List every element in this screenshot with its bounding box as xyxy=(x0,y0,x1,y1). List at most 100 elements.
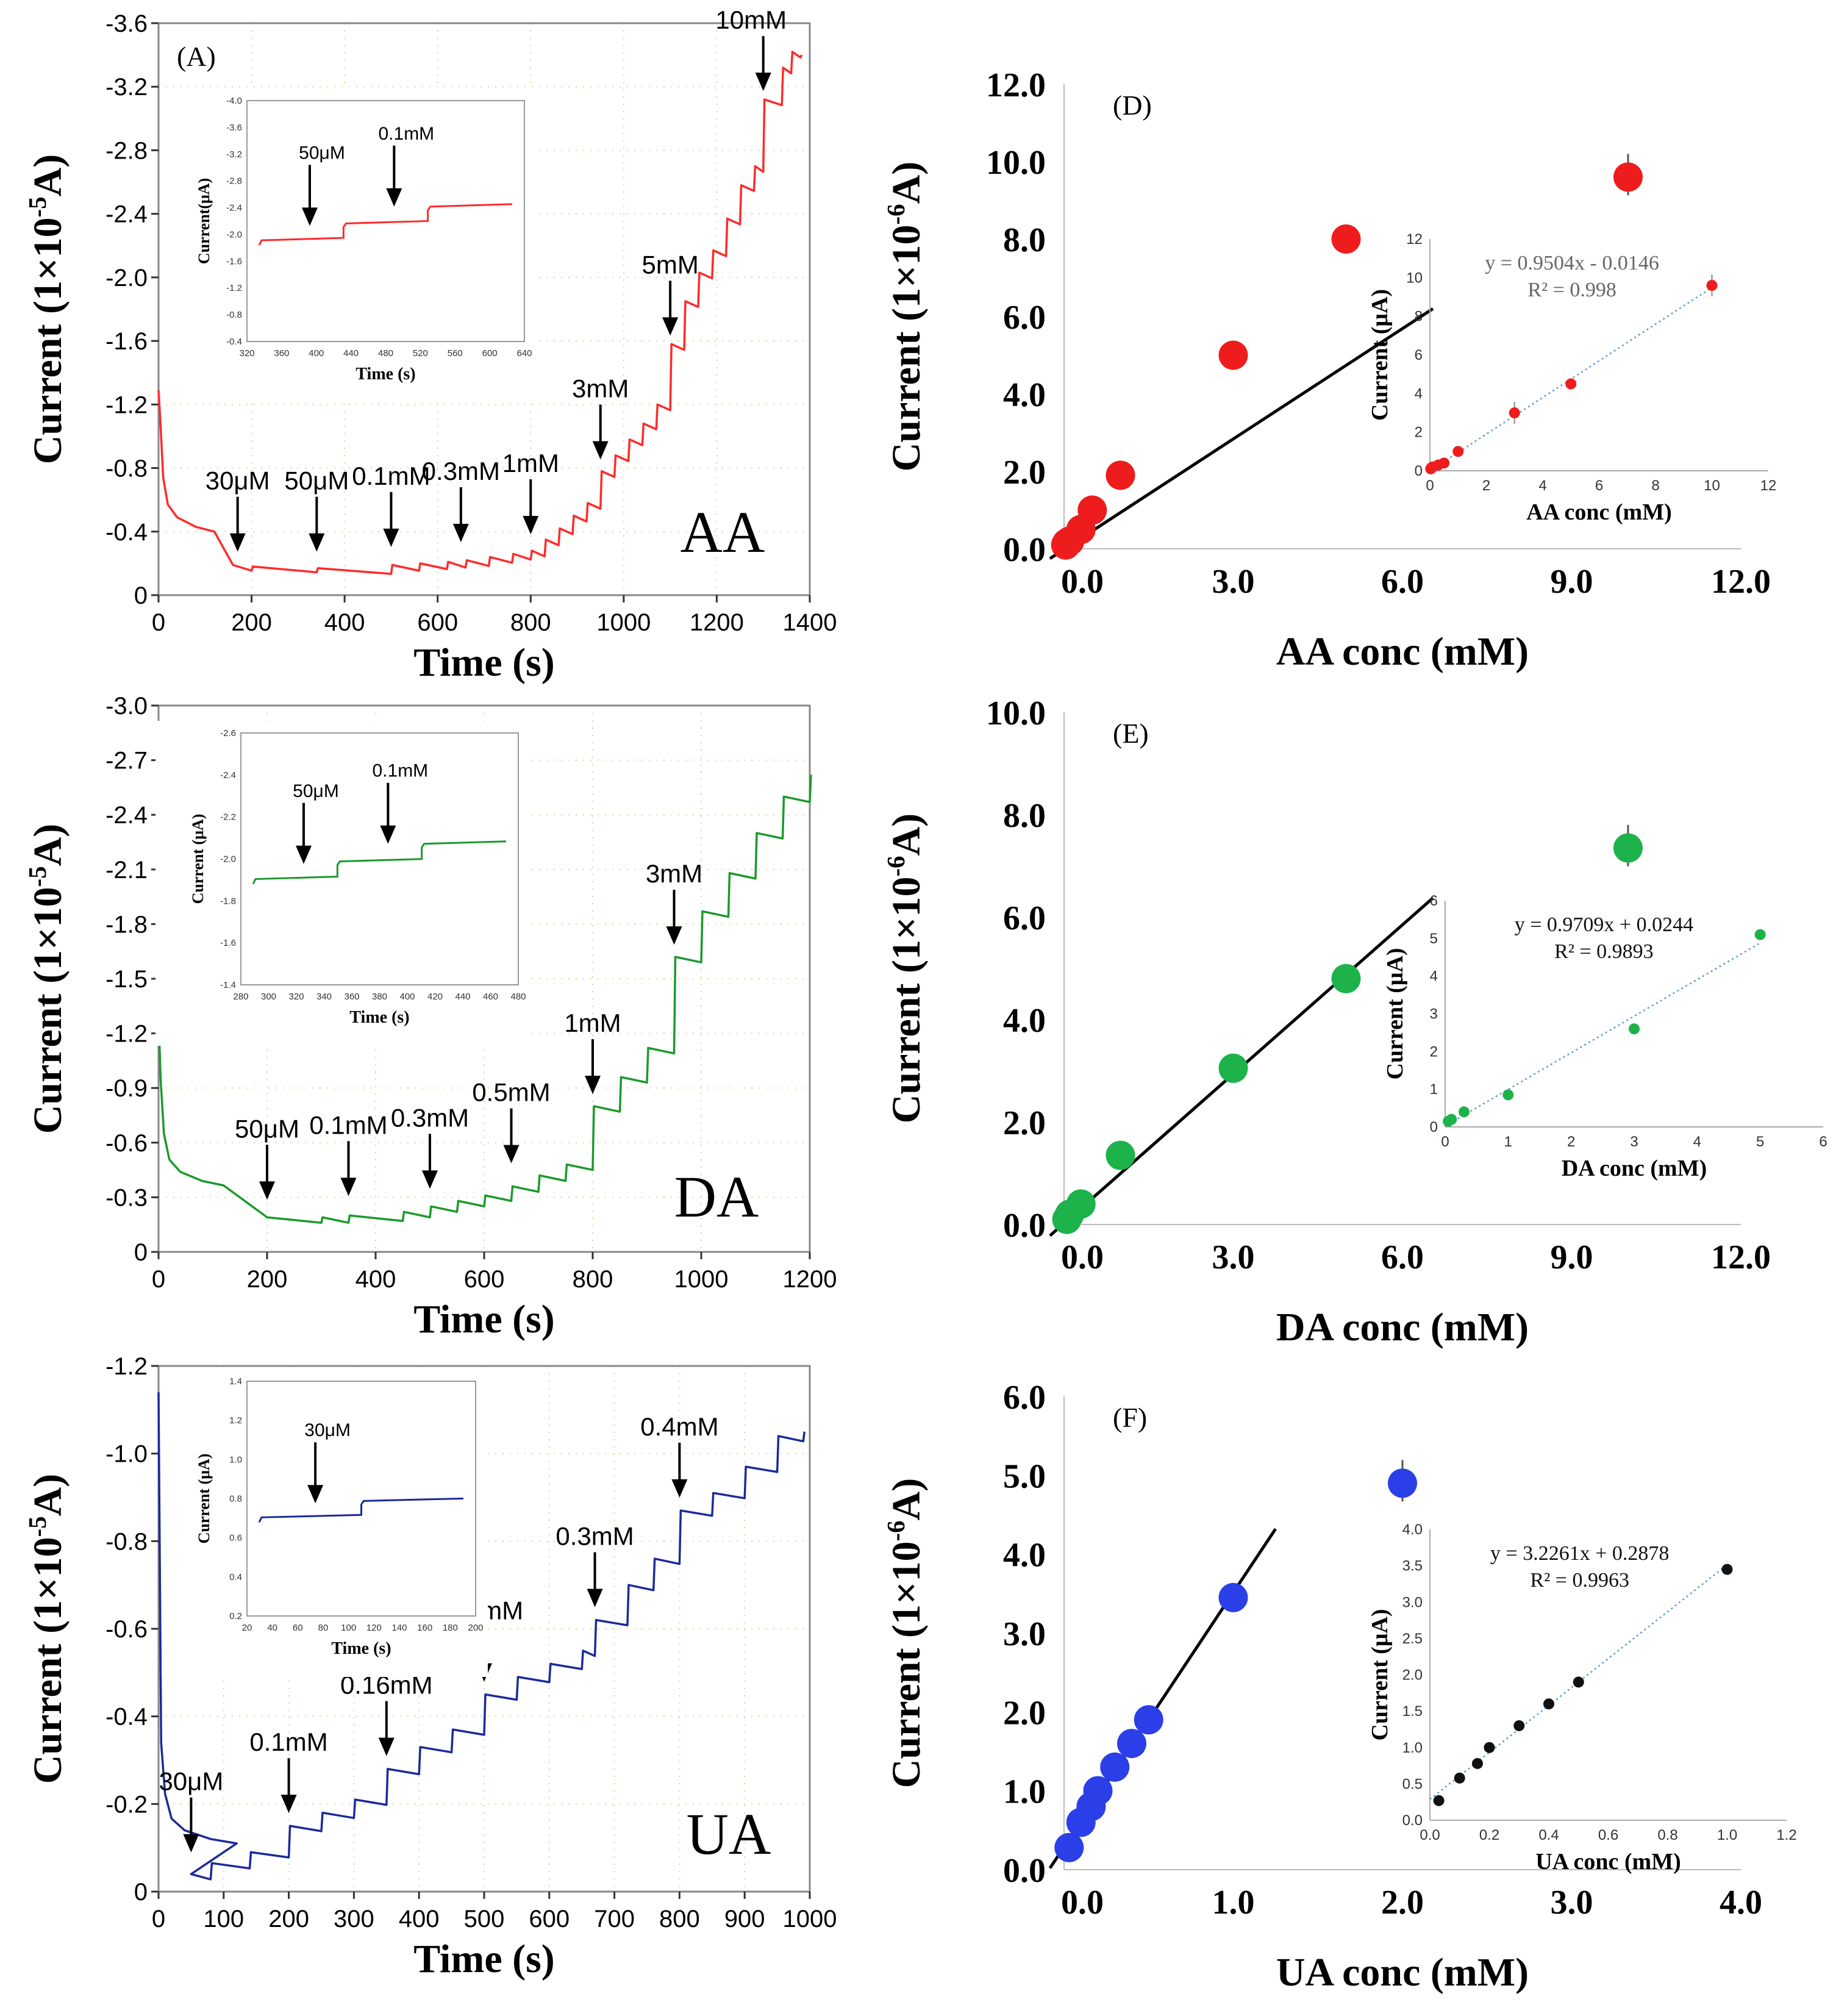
arrow-head xyxy=(662,317,679,336)
inset-data-point xyxy=(1484,1742,1495,1753)
inset-y-tick: -3.6 xyxy=(226,123,242,133)
inset-x-tick: 300 xyxy=(261,992,276,1002)
arrow-head xyxy=(503,1145,520,1163)
addition-arrow xyxy=(259,1145,275,1200)
inset-y-tick: 4.0 xyxy=(1402,1521,1423,1538)
inset-x-tick: 40 xyxy=(267,1623,277,1633)
regression-equation: y = 3.2261x + 0.2878 xyxy=(1490,1542,1669,1565)
addition-arrow xyxy=(340,1141,357,1196)
data-point xyxy=(1054,1832,1084,1862)
addition-label: 3mM xyxy=(646,859,702,888)
y-axis-title: Current (1×10-5A) xyxy=(24,824,70,1134)
inset-x-tick: 360 xyxy=(344,992,359,1002)
panel-label: (F) xyxy=(1113,1402,1147,1433)
x-tick-label: 1200 xyxy=(783,1266,837,1293)
inset-y-tick: 0.2 xyxy=(229,1611,242,1621)
inset-x-tick: 20 xyxy=(242,1623,252,1633)
inset-data-point xyxy=(1721,1564,1733,1575)
inset-y-tick: 0.4 xyxy=(229,1572,242,1582)
ytitle-part: Current (1×10 xyxy=(26,1537,70,1784)
x-tick-label: 12.0 xyxy=(1711,563,1771,601)
inset-y-tick: -1.4 xyxy=(220,980,236,990)
y-tick-label: -2.8 xyxy=(105,137,148,164)
inset-x-tick: 440 xyxy=(343,348,359,359)
inset-plot: 0.0 0.2 0.4 0.6 0.8 1.0 1.2 0.0 0.5 1.0 1.5 2.0 2.5 3… xyxy=(1367,1521,1797,1875)
x-axis-title: UA conc (mM) xyxy=(1276,1950,1529,1995)
inset-x-tick: 140 xyxy=(391,1623,407,1633)
y-tick-label: 0.0 xyxy=(1003,1852,1046,1890)
y-tick-label: -0.8 xyxy=(105,1528,148,1555)
y-tick-label: -0.9 xyxy=(105,1075,148,1102)
x-tick-label: 0 xyxy=(152,1906,165,1932)
arrow-head xyxy=(386,188,402,207)
data-point xyxy=(1083,1776,1113,1806)
inset-data-point xyxy=(1433,1795,1445,1806)
inset-y-tick: 2.0 xyxy=(1402,1667,1423,1684)
x-tick-label: 9.0 xyxy=(1551,563,1593,601)
x-tick-label: 0.0 xyxy=(1061,1239,1104,1276)
data-point xyxy=(1077,495,1107,525)
y-tick-label: -1.5 xyxy=(105,966,148,993)
x-axis-title: DA conc (mM) xyxy=(1276,1305,1529,1349)
y-tick-label: 1.0 xyxy=(1003,1773,1046,1811)
x-tick-label: 9.0 xyxy=(1551,1239,1593,1276)
y-tick-label: 0 xyxy=(134,1239,148,1266)
inset-background xyxy=(162,88,537,402)
inset-y-tick: -1.6 xyxy=(226,256,242,266)
x-tick-label: 0.0 xyxy=(1061,563,1104,601)
data-point xyxy=(1331,224,1361,254)
arrow-head xyxy=(671,1479,688,1498)
arrow-head xyxy=(422,1170,438,1189)
addition-label: 1mM xyxy=(564,1009,621,1037)
x-tick-label: 400 xyxy=(324,609,365,636)
inset-y-tick: 3.5 xyxy=(1402,1558,1423,1575)
addition-arrow xyxy=(309,496,325,552)
arrow-head xyxy=(755,73,771,91)
inset-y-tick: -4.0 xyxy=(226,96,242,106)
inset-x-tick: 320 xyxy=(288,992,304,1002)
arrow-head xyxy=(592,441,609,460)
y-tick-label: 4.0 xyxy=(1003,1002,1046,1040)
x-tick-label: 800 xyxy=(573,1266,613,1293)
data-point xyxy=(1388,1468,1417,1498)
inset-data-point xyxy=(1472,1757,1483,1769)
x-tick-label: 4.0 xyxy=(1720,1884,1762,1921)
inset-data-point xyxy=(1459,1106,1470,1118)
panel-label: (E) xyxy=(1113,718,1149,749)
x-tick-label: 3.0 xyxy=(1212,1239,1255,1276)
inset-x-tick: 1 xyxy=(1504,1134,1512,1150)
inset-x-tick: 360 xyxy=(274,348,289,359)
inset-y-tick: -2.2 xyxy=(220,812,236,823)
data-point xyxy=(1613,833,1643,863)
y-tick-label: 10.0 xyxy=(986,695,1046,732)
inset-y-tick: 5 xyxy=(1430,931,1438,947)
x-tick-label: 1200 xyxy=(690,609,744,636)
addition-arrow xyxy=(183,1797,199,1853)
y-tick-label: 0.0 xyxy=(1003,531,1046,569)
y-tick-label: -1.0 xyxy=(105,1441,148,1468)
inset-x-tick: 520 xyxy=(413,348,428,359)
regression-r2: R² = 0.9893 xyxy=(1554,940,1654,963)
inset-x-tick: 320 xyxy=(239,348,254,359)
ytitle-part: A) xyxy=(884,813,929,856)
inset-trace xyxy=(258,203,513,246)
inset-y-tick: 2 xyxy=(1415,424,1423,441)
addition-arrow xyxy=(229,496,246,552)
panel-d: 0.0 3.0 6.0 9.0 12.0 0.0 2.0 4.0 6.0 8.0 10.0 12.0 A… xyxy=(882,66,1776,674)
ytitle-exponent: -6 xyxy=(882,204,910,224)
ytitle-exponent: -6 xyxy=(882,1520,910,1541)
addition-label: 1mM xyxy=(502,449,559,477)
inset-y-title: Current (μA) xyxy=(1367,1609,1393,1740)
inset-y-tick: 1.5 xyxy=(1402,1703,1423,1720)
addition-label: 0.1mM xyxy=(249,1728,327,1756)
inset-data-point xyxy=(1629,1023,1640,1035)
inset-y-tick: -2.0 xyxy=(226,229,242,240)
inset-x-tick: 4 xyxy=(1538,477,1546,494)
addition-label: 10mM xyxy=(715,5,787,34)
current-trace xyxy=(157,1392,806,1881)
inset-y-tick: -2.6 xyxy=(220,728,236,738)
inset-arrow xyxy=(380,782,396,844)
inset-y-tick: 1.0 xyxy=(229,1454,242,1465)
regression-equation: y = 0.9709x + 0.0244 xyxy=(1515,913,1693,936)
inset-arrow-label: 0.1mM xyxy=(378,124,434,144)
